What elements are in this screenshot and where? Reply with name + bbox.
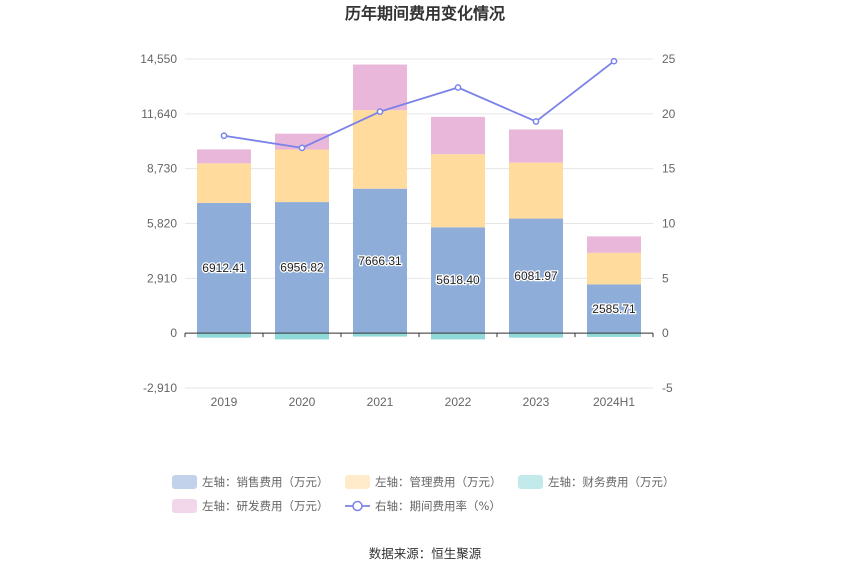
legend-label: 左轴：财务费用（万元） [548,475,675,489]
right-tick-label: 10 [662,217,676,231]
bar-segment-1 [353,188,407,334]
bar-segment-3 [587,333,641,337]
bar-segment-3 [275,333,329,340]
legend-item[interactable]: 左轴：管理费用（万元） [345,475,502,489]
rate-point [454,84,462,91]
bar-segment-2 [197,163,251,203]
bar-data-label: 5618.40 [436,273,480,287]
left-tick-label: 14,550 [140,52,177,66]
bar-segment-3 [431,333,485,340]
x-tick-label: 2023 [523,395,550,409]
x-tick-label: 2020 [289,395,316,409]
legend-label: 左轴：研发费用（万元） [202,499,329,513]
right-axis-ticks: -5 0 5 10 15 20 25 [662,52,676,395]
bar-segment-4 [353,64,407,111]
x-tick-label: 2019 [211,395,238,409]
bar-data-label: 7666.31 [358,254,402,268]
bar-segment-4 [197,149,251,164]
legend-item[interactable]: 左轴：研发费用（万元） [172,499,329,513]
left-axis-ticks: -2,910 0 2,910 5,820 8,730 11,640 14,550 [140,52,177,395]
bar-segment-1 [275,202,329,334]
bar-data-label: 6956.82 [280,261,324,275]
bar-data-label: 2585.71 [592,302,636,316]
x-tick-label: 2022 [445,395,472,409]
chart-title: 历年期间费用变化情况 [345,4,505,23]
rate-point [298,144,306,152]
rate-line [223,60,615,149]
bar-data-label: 6081.97 [514,269,558,283]
left-tick-label: -2,910 [143,381,177,395]
rate-point [220,132,228,140]
right-tick-label: 20 [662,107,676,121]
left-tick-label: 2,910 [147,271,177,285]
legend-item[interactable]: 左轴：财务费用（万元） [518,475,675,489]
rate-point [610,57,618,65]
legend-swatch [345,475,370,489]
legend-point-swatch [352,500,363,512]
left-tick-label: 8,730 [147,162,177,176]
bar-labels: 6912.41 6956.82 7666.31 5618.40 6081.97 2585.… [201,253,637,317]
right-tick-label: 15 [662,162,676,176]
bar-segment-2 [587,252,641,285]
legend-swatch [172,475,197,489]
rate-point [532,118,540,125]
bar-segment-2 [275,149,329,203]
source-text: 数据来源：恒生聚源 [369,546,482,561]
legend-swatch [518,475,543,489]
bars [197,64,641,340]
legend-swatch [172,499,197,513]
left-tick-label: 0 [170,326,177,340]
bar-segment-2 [431,154,485,228]
right-tick-label: 5 [662,271,669,285]
bar-segment-1 [509,218,563,334]
legend-item[interactable]: 左轴：销售费用（万元） [172,475,329,489]
bar-segment-1 [431,227,485,334]
bar-segment-2 [353,110,407,189]
legend-item[interactable]: 右轴：期间费用率（%） [345,499,501,513]
bar-segment-4 [587,236,641,253]
bar-segment-4 [509,129,563,163]
legend-label: 左轴：管理费用（万元） [375,475,502,489]
legend-label: 左轴：销售费用（万元） [202,475,329,489]
bar-segment-3 [197,333,251,338]
x-axis-ticks: 2019 2020 2021 2022 2023 2024H1 [184,333,654,409]
legend-label: 右轴：期间费用率（%） [375,499,501,513]
left-tick-label: 5,820 [147,217,177,231]
bar-segment-3 [353,333,407,337]
x-tick-label: 2021 [367,395,394,409]
bar-data-label: 6912.41 [202,261,246,275]
bar-segment-1 [587,284,641,334]
right-tick-label: 25 [662,52,676,66]
bar-segment-4 [431,116,485,155]
bar-segment-2 [509,162,563,219]
right-tick-label: 0 [662,326,669,340]
right-tick-label: -5 [662,381,673,395]
legend[interactable]: 左轴：销售费用（万元） 左轴：管理费用（万元） 左轴：财务费用（万元） 左轴：研发费用… [172,475,675,513]
left-tick-label: 11,640 [141,107,177,121]
grid [185,58,653,389]
bar-segment-3 [509,333,563,338]
rate-point [376,108,384,115]
bar-segment-1 [197,202,251,334]
line-series [220,57,618,152]
x-tick-label: 2024H1 [593,395,635,409]
